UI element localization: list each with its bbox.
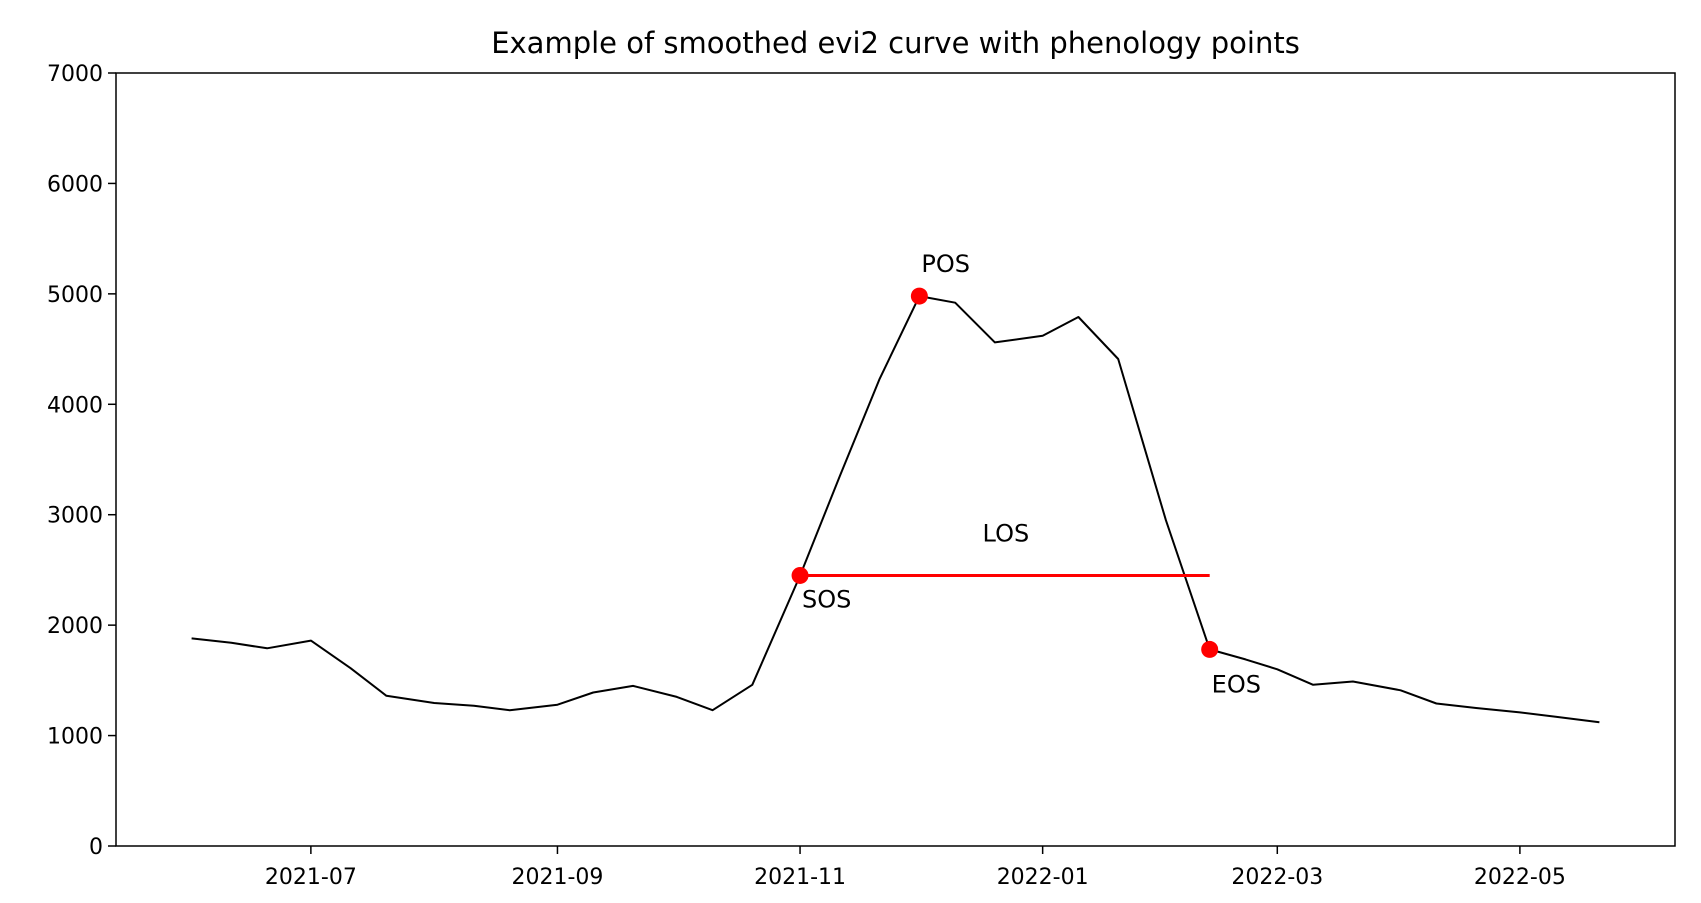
pos-label: POS bbox=[921, 250, 970, 278]
x-tick-label: 2022-05 bbox=[1474, 865, 1566, 890]
y-axis: 0 1000 2000 3000 4000 5000 6000 7000 bbox=[47, 62, 116, 860]
y-tick-label: 7000 bbox=[47, 62, 103, 87]
y-tick-label: 3000 bbox=[47, 504, 103, 529]
phenology-points: SOS POS EOS bbox=[791, 250, 1261, 698]
sos-point bbox=[791, 566, 809, 584]
sos-label: SOS bbox=[802, 585, 851, 613]
x-tick-label: 2022-03 bbox=[1231, 865, 1323, 890]
x-tick-label: 2021-11 bbox=[754, 865, 846, 890]
chart-title: Example of smoothed evi2 curve with phen… bbox=[491, 26, 1300, 60]
plot-frame bbox=[115, 72, 1676, 847]
x-tick-label: 2021-07 bbox=[265, 865, 357, 890]
eos-point bbox=[1201, 640, 1219, 658]
y-tick-label: 2000 bbox=[47, 614, 103, 639]
evi2-curve-line bbox=[191, 295, 1600, 724]
x-tick-label: 2021-09 bbox=[511, 865, 603, 890]
y-tick-label: 1000 bbox=[47, 725, 103, 750]
pos-point bbox=[910, 287, 928, 305]
y-tick-label: 6000 bbox=[47, 172, 103, 197]
los-label: LOS bbox=[983, 519, 1030, 547]
y-tick-label: 5000 bbox=[47, 283, 103, 308]
eos-label: EOS bbox=[1212, 670, 1261, 698]
x-axis: 2021-07 2021-09 2021-11 2022-01 2022-03 2022-… bbox=[265, 846, 1566, 890]
x-tick-label: 2022-01 bbox=[997, 865, 1089, 890]
y-tick-label: 0 bbox=[89, 835, 103, 860]
y-tick-label: 4000 bbox=[47, 393, 103, 418]
